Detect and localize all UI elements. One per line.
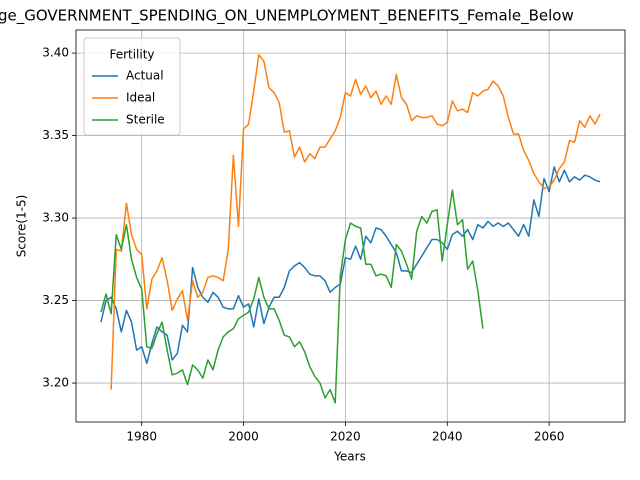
legend-box [83,37,181,136]
legend: Fertility Actual Ideal Sterile [83,37,181,136]
x-tick-label: 2000 [228,430,259,444]
y-tick-label: 3.20 [42,376,69,390]
x-tick-label: 2040 [432,430,463,444]
legend-label: Actual [126,69,164,83]
chart-title: ge_GOVERNMENT_SPENDING_ON_UNEMPLOYMENT_B… [0,7,574,26]
plot-frame [75,29,626,423]
x-axis-label: Years [333,450,366,464]
x-tick-label: 2060 [534,430,565,444]
y-tick-label: 3.35 [42,128,69,142]
data-line [100,166,601,365]
x-tick-label: 1980 [126,430,157,444]
legend-label: Ideal [126,91,155,105]
y-tick-label: 3.25 [42,293,69,307]
y-tick-label: 3.30 [42,211,69,225]
legend-label: Sterile [126,113,165,127]
legend-title: Fertility [109,48,154,62]
y-axis-label: Score(1-5) [15,195,29,258]
y-tick-label: 3.40 [42,46,69,60]
data-line [110,54,601,390]
data-line [100,189,484,404]
x-tick-label: 2020 [330,430,361,444]
